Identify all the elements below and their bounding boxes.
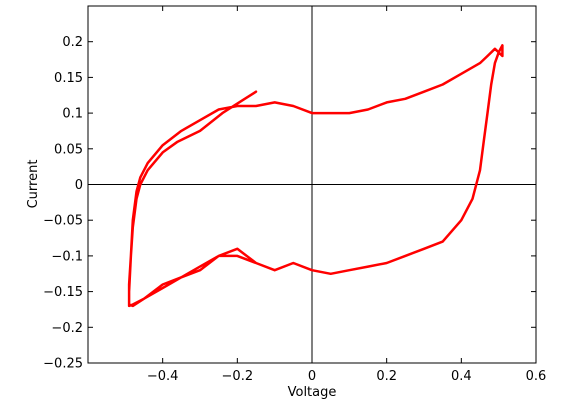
x-axis-label: Voltage bbox=[288, 385, 337, 400]
x-tick-label: −0.4 bbox=[147, 369, 179, 384]
y-tick-label: −0.1 bbox=[51, 249, 83, 264]
y-tick-label: 0.2 bbox=[62, 35, 83, 50]
y-tick-label: −0.25 bbox=[43, 357, 83, 372]
x-tick-label: −0.2 bbox=[222, 369, 254, 384]
zero-lines bbox=[88, 6, 536, 363]
y-tick-label: 0.15 bbox=[54, 71, 83, 86]
y-axis-ticks: −0.25 −0.2 −0.15 −0.1 −0.05 0 0.05 0.1 0.15 0.2 bbox=[43, 35, 536, 372]
x-tick-label: 0.6 bbox=[526, 369, 547, 384]
y-tick-label: 0.05 bbox=[54, 142, 83, 157]
x-axis-ticks: −0.4 −0.2 0 0.2 0.4 0.6 bbox=[147, 6, 546, 384]
y-tick-label: −0.15 bbox=[43, 285, 83, 300]
series-line-0 bbox=[127, 44, 504, 308]
y-tick-label: 0 bbox=[75, 178, 83, 193]
x-tick-label: 0 bbox=[308, 369, 316, 384]
x-tick-label: 0.2 bbox=[376, 369, 397, 384]
x-tick-label: 0.4 bbox=[451, 369, 472, 384]
y-tick-label: −0.05 bbox=[43, 214, 83, 229]
y-axis-label: Current bbox=[26, 160, 41, 209]
series-layer bbox=[127, 44, 504, 308]
y-tick-label: 0.1 bbox=[62, 107, 83, 122]
y-tick-label: −0.2 bbox=[51, 321, 83, 336]
